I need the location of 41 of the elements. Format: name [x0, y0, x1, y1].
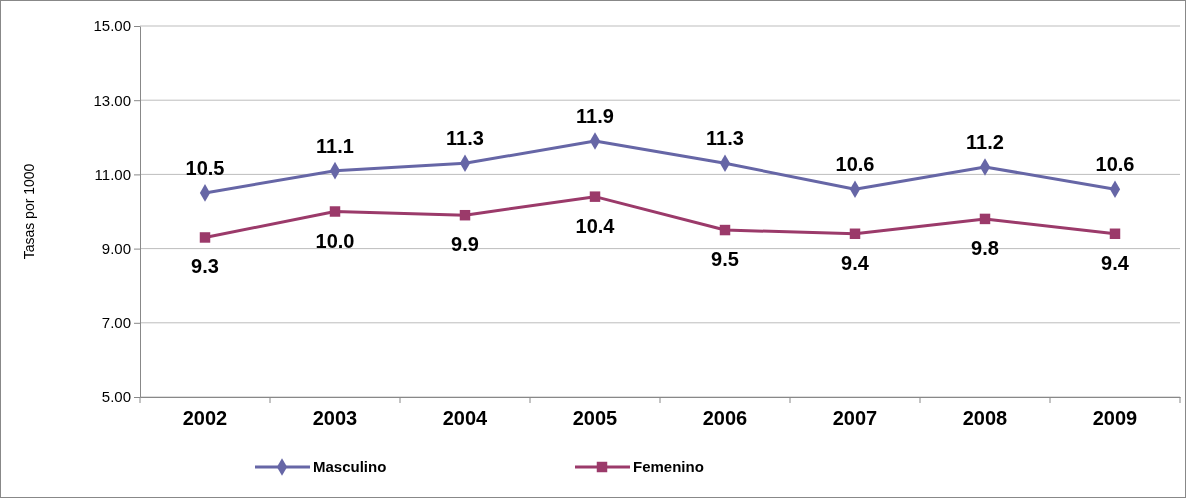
- x-tick-label: 2008: [962, 407, 1008, 430]
- data-label: 11.3: [706, 127, 744, 150]
- point: [979, 213, 991, 225]
- y-tick-label: 7.00: [101, 314, 131, 332]
- data-label: 9.3: [191, 255, 219, 278]
- y-tick-label: 15.00: [93, 17, 131, 35]
- y-tick-label: 13.00: [93, 91, 131, 109]
- y-tick-label: 9.00: [101, 239, 131, 257]
- point: [719, 224, 731, 236]
- data-label: 9.9: [451, 233, 479, 256]
- data-label: 9.4: [841, 251, 870, 274]
- point: [1109, 228, 1121, 239]
- y-axis-title: Tasas por 1000: [21, 163, 37, 260]
- x-tick-label: 2003: [312, 407, 358, 430]
- data-label: 9.4: [1101, 251, 1130, 274]
- data-label: 9.5: [711, 248, 739, 271]
- x-tick-label: 2006: [702, 407, 748, 430]
- point: [329, 206, 341, 217]
- data-label: 11.2: [966, 130, 1004, 153]
- data-label: 10.6: [1095, 153, 1135, 176]
- x-tick-label: 2007: [832, 407, 878, 430]
- point: [199, 232, 211, 243]
- point: [849, 228, 861, 239]
- y-tick-label: 5.00: [101, 388, 131, 406]
- data-label: 10.4: [575, 214, 616, 237]
- x-tick-label: 2005: [572, 407, 618, 430]
- data-label: 11.9: [576, 105, 614, 128]
- data-label: 9.8: [971, 236, 999, 259]
- y-tick-label: 11.00: [94, 165, 131, 183]
- data-label: 10.6: [835, 153, 875, 176]
- x-tick-label: 2002: [182, 407, 228, 430]
- x-tick-label: 2009: [1092, 407, 1138, 430]
- legend-label: Masculino: [313, 458, 387, 475]
- data-label: 10.5: [185, 156, 225, 179]
- x-tick-label: 2004: [442, 407, 489, 430]
- legend-label: Femenino: [633, 458, 704, 475]
- point: [459, 209, 471, 221]
- data-label: 10.0: [315, 229, 355, 252]
- data-label: 11.1: [316, 134, 354, 157]
- point: [589, 191, 601, 202]
- data-label: 11.3: [446, 127, 484, 150]
